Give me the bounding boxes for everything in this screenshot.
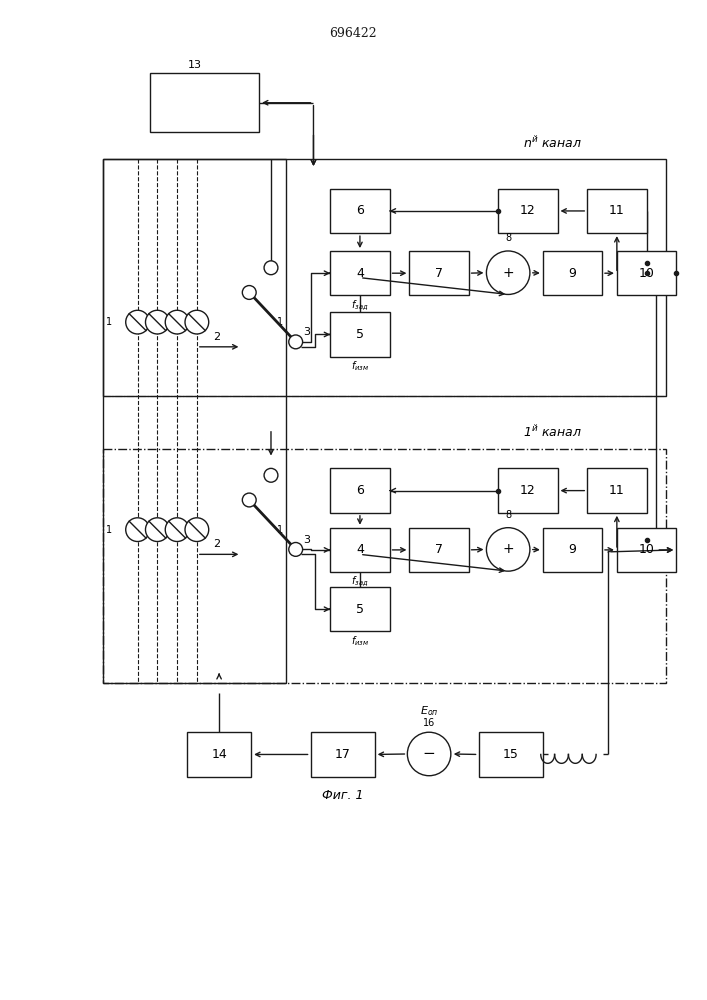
Text: $f_{изм}$: $f_{изм}$ [351,360,369,373]
Circle shape [126,518,149,542]
Bar [543,251,602,295]
Text: 1$^{\mathit{й}}$ канал: 1$^{\mathit{й}}$ канал [523,424,582,441]
Text: $f_{изм}$: $f_{изм}$ [351,634,369,648]
Text: 1: 1 [276,525,283,535]
Bar [588,189,646,233]
Text: $f_{зад}$: $f_{зад}$ [351,298,368,313]
Text: 9: 9 [568,543,576,556]
Text: 1: 1 [106,317,112,327]
Text: 4: 4 [356,543,364,556]
Text: $f_{зад}$: $f_{зад}$ [351,575,368,589]
Bar [103,159,666,396]
Text: $E_{оп}$: $E_{оп}$ [420,705,438,718]
Text: −: − [423,746,436,761]
Text: 3: 3 [303,535,310,545]
Text: 7: 7 [435,543,443,556]
Text: 2: 2 [213,539,220,549]
Text: 696422: 696422 [329,27,377,40]
Text: 11: 11 [609,484,625,497]
Bar [543,528,602,572]
Text: 16: 16 [423,718,436,728]
Text: 15: 15 [503,748,518,761]
Text: 14: 14 [211,748,227,761]
Text: n$^{\mathit{й}}$ канал: n$^{\mathit{й}}$ канал [523,135,582,151]
Circle shape [165,518,189,542]
Text: 12: 12 [520,204,536,217]
Bar [151,73,259,132]
Circle shape [185,518,209,542]
Circle shape [146,518,169,542]
Bar [187,732,251,777]
Circle shape [126,310,149,334]
Circle shape [243,286,256,299]
Bar [479,732,543,777]
Bar [409,251,469,295]
Bar [498,468,558,513]
Text: 8: 8 [505,233,511,243]
Bar [330,468,390,513]
Text: 4: 4 [356,267,364,280]
Bar [330,312,390,357]
Text: +: + [503,266,514,280]
Text: +: + [503,542,514,556]
Text: 2: 2 [213,332,220,342]
Text: 8: 8 [505,510,511,520]
Text: 10: 10 [638,267,655,280]
Circle shape [264,468,278,482]
Bar [330,587,390,631]
Circle shape [407,732,451,776]
Circle shape [288,542,303,556]
Circle shape [288,335,303,349]
Bar [617,528,676,572]
Bar [310,732,375,777]
Bar [330,189,390,233]
Circle shape [185,310,209,334]
Text: 5: 5 [356,603,364,616]
Text: 9: 9 [568,267,576,280]
Bar [330,251,390,295]
Text: 6: 6 [356,484,364,497]
Circle shape [165,310,189,334]
Text: 1: 1 [106,525,112,535]
Text: 11: 11 [609,204,625,217]
Circle shape [486,251,530,294]
Circle shape [146,310,169,334]
Bar [103,159,286,683]
Bar [330,528,390,572]
Text: 5: 5 [356,328,364,341]
Text: 10: 10 [638,543,655,556]
Bar [409,528,469,572]
Bar [498,189,558,233]
Circle shape [486,528,530,571]
Text: 13: 13 [188,60,202,70]
Circle shape [264,261,278,275]
Text: 7: 7 [435,267,443,280]
Circle shape [243,493,256,507]
Text: 6: 6 [356,204,364,217]
Text: 3: 3 [303,327,310,337]
Text: Фиг. 1: Фиг. 1 [322,789,363,802]
Bar [103,449,666,683]
Text: 1: 1 [276,317,283,327]
Text: 17: 17 [334,748,351,761]
Bar [588,468,646,513]
Bar [617,251,676,295]
Text: 12: 12 [520,484,536,497]
